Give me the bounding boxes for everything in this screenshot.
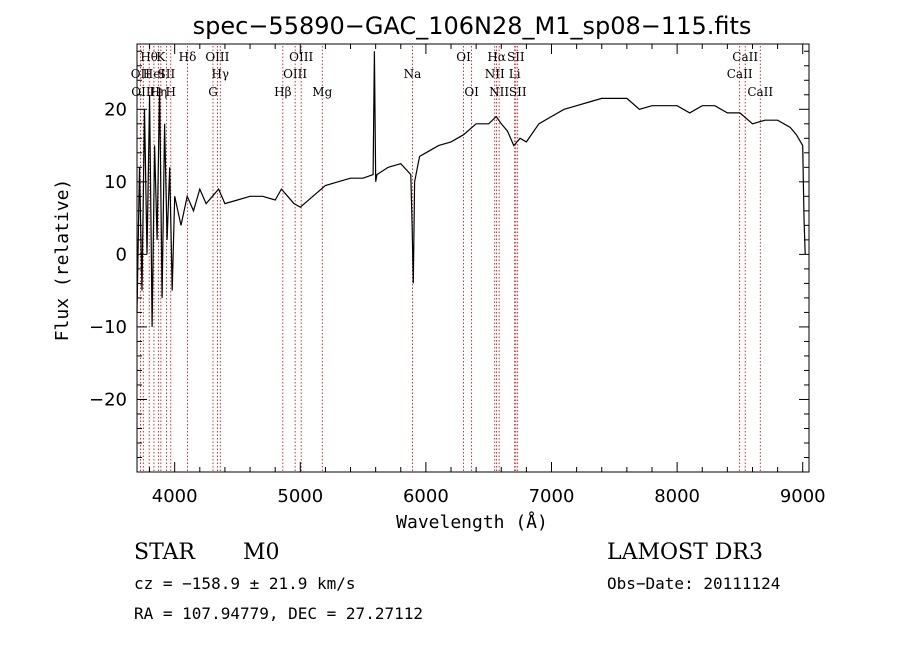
marker-label-15: Mg	[312, 85, 332, 99]
object-class: STAR	[134, 540, 195, 565]
marker-label-5: K	[156, 50, 166, 64]
marker-label-19: NII	[485, 67, 505, 81]
y-tick-label-0: −20	[89, 389, 127, 410]
axes: 4000 5000 6000 7000 8000 9000 −20 −10 0 10 20	[89, 44, 826, 507]
marker-label-13: OIII	[283, 67, 307, 81]
x-tick-label-3: 7000	[529, 486, 575, 507]
marker-label-22: Li	[509, 67, 521, 81]
marker-label-21: NII	[489, 85, 509, 99]
x-tick-label-1: 5000	[277, 486, 323, 507]
y-tick-label-4: 20	[104, 99, 127, 120]
marker-label-17: OI	[456, 50, 471, 64]
marker-label-11: Hγ	[211, 67, 229, 81]
marker-label-3: HeI	[143, 67, 166, 81]
marker-label-12: Hβ	[274, 85, 291, 99]
marker-label-8: Hδ	[179, 50, 197, 64]
observation-date: Obs−Date: 20111124	[607, 574, 781, 593]
marker-label-2: Hθ	[140, 50, 158, 64]
marker-label-18: OI	[464, 85, 479, 99]
y-tick-label-2: 0	[116, 244, 127, 265]
y-tick-label-1: −10	[89, 317, 127, 338]
survey-name: LAMOST DR3	[607, 540, 763, 565]
object-subclass: M0	[243, 540, 280, 565]
marker-label-14: OIII	[289, 50, 313, 64]
marker-label-24: SII	[509, 85, 527, 99]
x-tick-label-5: 9000	[780, 486, 826, 507]
redshift-velocity: cz = −158.9 ± 21.9 km/s	[134, 574, 356, 593]
marker-label-27: CaII	[747, 85, 773, 99]
spectrum-chart: spec−55890−GAC_106N28_M1_sp08−115.fits O…	[52, 12, 826, 533]
line-markers: OIIOIIIHθHeIHηKSIIHHδGOIIIHγHβOIIIOIIIMg…	[131, 46, 773, 472]
x-tick-label-2: 6000	[403, 486, 449, 507]
x-tick-label-0: 4000	[152, 486, 198, 507]
ra-dec-coordinates: RA = 107.94779, DEC = 27.27112	[134, 604, 423, 623]
marker-label-7: H	[166, 85, 176, 99]
marker-label-26: CaII	[732, 50, 758, 64]
y-tick-label-3: 10	[104, 172, 127, 193]
marker-label-0: OII	[131, 67, 151, 81]
marker-label-20: Hα	[487, 50, 506, 64]
marker-label-16: Na	[404, 67, 422, 81]
y-axis-label: Flux (relative)	[52, 179, 73, 342]
marker-label-25: CaII	[727, 67, 753, 81]
marker-label-9: G	[208, 85, 218, 99]
x-axis-label: Wavelength (Å)	[396, 511, 548, 533]
marker-label-4: Hη	[150, 85, 168, 99]
marker-label-23: SII	[507, 50, 525, 64]
plot-frame	[136, 43, 810, 473]
marker-label-6: SII	[158, 67, 176, 81]
spectrum-line	[136, 51, 806, 327]
chart-title: spec−55890−GAC_106N28_M1_sp08−115.fits	[193, 12, 752, 40]
x-tick-label-4: 8000	[654, 486, 700, 507]
marker-label-10: OIII	[205, 50, 229, 64]
